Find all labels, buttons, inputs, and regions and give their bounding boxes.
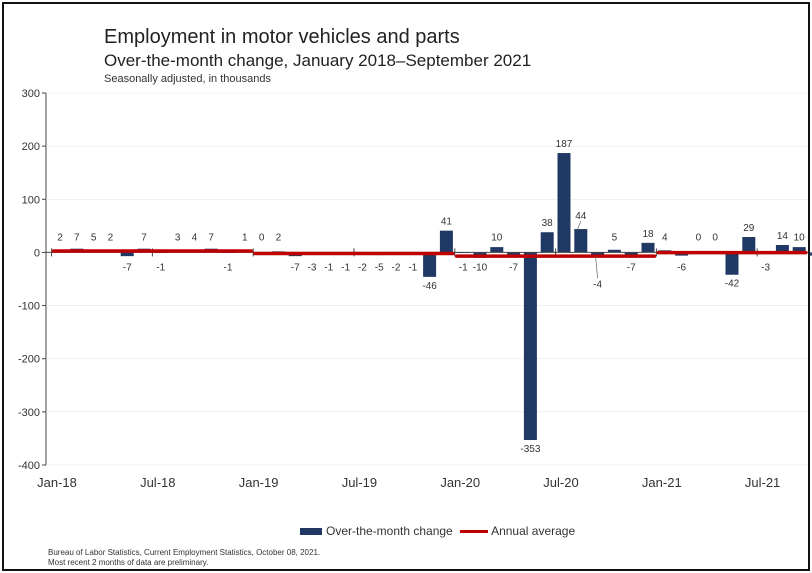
bar-Dec-19 bbox=[439, 230, 453, 253]
bar-Sep-20 bbox=[591, 252, 605, 255]
bar-Aug-21 bbox=[775, 244, 789, 253]
x-tick-label: Jan-20 bbox=[440, 475, 480, 490]
data-label: -10 bbox=[473, 262, 488, 273]
bar-Nov-19 bbox=[423, 252, 437, 277]
bar-Nov-20 bbox=[624, 252, 638, 257]
data-label: -2 bbox=[392, 262, 401, 273]
data-label: 0 bbox=[259, 232, 265, 243]
x-tick-label: Jul-19 bbox=[342, 475, 377, 490]
data-label: -7 bbox=[509, 262, 518, 273]
source-line-1: Bureau of Labor Statistics, Current Empl… bbox=[48, 548, 321, 557]
chart-subtitle: Over-the-month change, January 2018–Sept… bbox=[104, 51, 532, 70]
data-label: 4 bbox=[662, 232, 668, 243]
data-label: 41 bbox=[441, 217, 453, 228]
data-label: -42 bbox=[725, 279, 740, 290]
leader-line bbox=[595, 256, 598, 279]
data-label: 10 bbox=[794, 232, 806, 243]
data-label: 0 bbox=[712, 232, 718, 243]
data-label: 44 bbox=[575, 211, 587, 222]
x-tick-label: Jan-21 bbox=[642, 475, 682, 490]
source-note: Bureau of Labor Statistics, Current Empl… bbox=[48, 548, 320, 568]
data-label: -7 bbox=[123, 262, 132, 273]
source-line-2: Most recent 2 months of data are prelimi… bbox=[48, 558, 209, 567]
y-tick-label: -100 bbox=[18, 301, 40, 313]
data-label: 2 bbox=[276, 232, 282, 243]
bar-undefined bbox=[809, 252, 812, 256]
bar-May-20 bbox=[523, 252, 537, 441]
y-tick-label: 300 bbox=[22, 88, 40, 100]
data-label: -353 bbox=[520, 444, 540, 455]
data-label: -1 bbox=[459, 262, 468, 273]
legend: Over-the-month change Annual average bbox=[300, 524, 579, 538]
leader-line bbox=[576, 220, 582, 232]
data-label: 187 bbox=[556, 139, 573, 150]
data-label: -5 bbox=[375, 262, 384, 273]
data-label: 1 bbox=[242, 232, 248, 243]
legend-swatch-line bbox=[460, 530, 489, 534]
data-label: 4 bbox=[192, 232, 198, 243]
data-label: -3 bbox=[308, 262, 317, 273]
data-label: -46 bbox=[422, 281, 437, 292]
legend-swatch-bar bbox=[300, 528, 322, 536]
data-label: 7 bbox=[74, 232, 80, 243]
x-tick-label: Jul-20 bbox=[543, 475, 578, 490]
y-tick-label: 200 bbox=[22, 141, 40, 153]
data-label: 29 bbox=[743, 223, 755, 234]
data-label: 2 bbox=[57, 232, 63, 243]
y-tick-label: 100 bbox=[22, 194, 40, 206]
data-label: -1 bbox=[156, 262, 165, 273]
data-label: 18 bbox=[642, 229, 654, 240]
bar-Sep-21 bbox=[792, 247, 806, 253]
bar-Dec-20 bbox=[641, 242, 655, 253]
data-label: -7 bbox=[627, 262, 636, 273]
data-label: -1 bbox=[224, 262, 233, 273]
y-tick-label: 0 bbox=[34, 247, 40, 259]
bar-Jun-21 bbox=[742, 237, 756, 253]
data-label: -4 bbox=[593, 279, 602, 290]
x-tick-label: Jul-21 bbox=[745, 475, 780, 490]
bar-Jun-20 bbox=[540, 232, 554, 253]
data-label: -3 bbox=[761, 262, 770, 273]
y-tick-label: -200 bbox=[18, 354, 40, 366]
data-label: -1 bbox=[408, 262, 417, 273]
bar-Apr-20 bbox=[507, 252, 521, 257]
bar-Oct-20 bbox=[607, 249, 621, 253]
data-label: 14 bbox=[777, 231, 789, 242]
data-label: 7 bbox=[141, 232, 147, 243]
bar-May-18 bbox=[120, 252, 134, 257]
data-label: 7 bbox=[208, 232, 214, 243]
data-label: 38 bbox=[542, 218, 554, 229]
y-tick-label: -400 bbox=[18, 460, 40, 472]
data-label: -6 bbox=[677, 262, 686, 273]
chart-title: Employment in motor vehicles and parts bbox=[104, 26, 460, 48]
legend-item-annual-average: Annual average bbox=[460, 524, 575, 538]
data-label: 10 bbox=[491, 232, 503, 243]
chart-note: Seasonally adjusted, in thousands bbox=[104, 73, 271, 85]
data-label: -2 bbox=[358, 262, 367, 273]
data-label: -1 bbox=[341, 262, 350, 273]
bar-Mar-20 bbox=[490, 247, 504, 253]
data-label: 5 bbox=[612, 232, 618, 243]
y-tick-label: -300 bbox=[18, 407, 40, 419]
data-label: 0 bbox=[696, 232, 702, 243]
data-label: -7 bbox=[291, 262, 300, 273]
bar-May-21 bbox=[725, 252, 739, 275]
x-tick-label: Jul-18 bbox=[140, 475, 175, 490]
x-tick-label: Jan-18 bbox=[37, 475, 77, 490]
data-label: 2 bbox=[108, 232, 114, 243]
data-label: 3 bbox=[175, 232, 181, 243]
bar-Jul-20 bbox=[557, 153, 571, 253]
data-label: 5 bbox=[91, 232, 97, 243]
legend-label-over-the-month: Over-the-month change bbox=[326, 524, 453, 538]
bar-Aug-20 bbox=[574, 229, 588, 253]
legend-item-over-the-month: Over-the-month change bbox=[300, 524, 453, 538]
data-label: -1 bbox=[324, 262, 333, 273]
legend-label-annual-average: Annual average bbox=[491, 524, 576, 538]
x-tick-label: Jan-19 bbox=[239, 475, 279, 490]
